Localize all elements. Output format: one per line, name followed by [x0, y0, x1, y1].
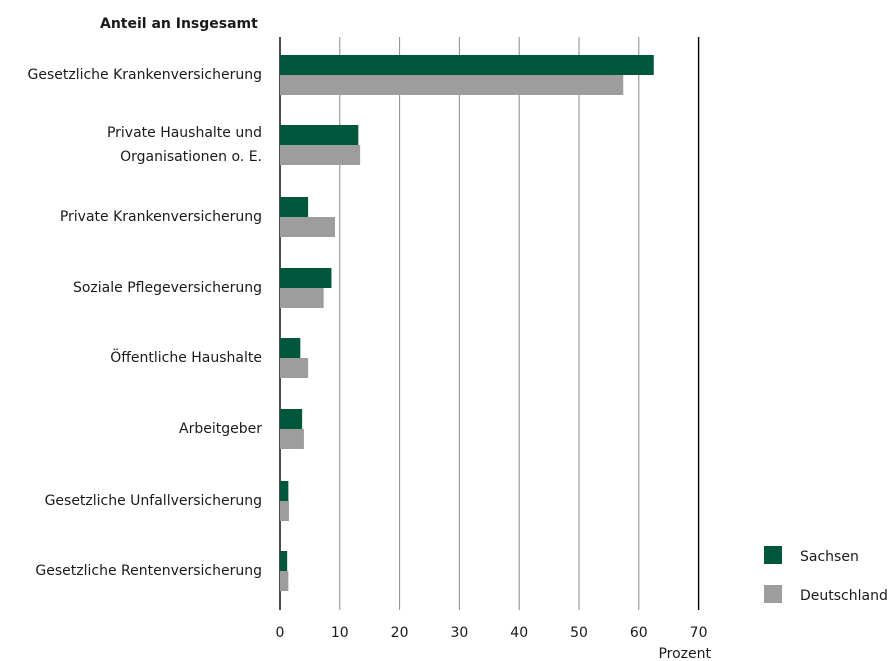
x-tick-label: 40: [510, 625, 528, 641]
bar-deutschland-6: [280, 501, 289, 521]
bar-deutschland-1: [280, 145, 361, 165]
x-tick-label: 20: [391, 625, 409, 641]
category-label: Arbeitgeber: [179, 421, 262, 437]
category-label: Gesetzliche Rentenversicherung: [35, 563, 262, 579]
bar-deutschland-0: [280, 75, 624, 95]
x-tick-label: 30: [450, 625, 468, 641]
x-tick-labels: 0 10 20 30 40 50 60 70: [276, 625, 708, 641]
bar-sachsen-7: [280, 551, 288, 571]
legend-label-sachsen: Sachsen: [800, 549, 859, 565]
bar-sachsen-5: [280, 409, 303, 429]
category-label: Private Haushalte und: [107, 125, 262, 141]
bars: [280, 55, 654, 591]
bar-sachsen-3: [280, 268, 332, 288]
category-label: Private Krankenversicherung: [60, 209, 262, 225]
legend-swatch-deutschland: [764, 585, 782, 603]
bar-sachsen-0: [280, 55, 654, 75]
bar-deutschland-5: [280, 429, 304, 449]
bar-sachsen-4: [280, 338, 301, 358]
bar-sachsen-6: [280, 481, 289, 501]
category-label: Gesetzliche Unfallversicherung: [45, 493, 262, 509]
chart-title: Anteil an Insgesamt: [100, 16, 258, 32]
x-tick-label: 0: [276, 625, 285, 641]
bar-sachsen-1: [280, 125, 359, 145]
legend-label-deutschland: Deutschland: [800, 588, 888, 604]
x-axis-label: Prozent: [658, 646, 711, 661]
bar-sachsen-2: [280, 197, 309, 217]
x-tick-label: 60: [630, 625, 648, 641]
bar-deutschland-2: [280, 217, 336, 237]
category-label: Soziale Pflegeversicherung: [73, 280, 262, 296]
x-tick-label: 50: [570, 625, 588, 641]
category-label: Gesetzliche Krankenversicherung: [27, 67, 262, 83]
grid-lines: [279, 37, 700, 610]
category-label: Organisationen o. E.: [120, 149, 262, 165]
legend-swatch-sachsen: [764, 546, 782, 564]
bar-deutschland-4: [280, 358, 309, 378]
bar-deutschland-3: [280, 288, 324, 308]
category-labels: Gesetzliche Krankenversicherung Private H…: [27, 67, 262, 579]
legend: Sachsen Deutschland: [764, 546, 888, 604]
category-label: Öffentliche Haushalte: [110, 348, 262, 366]
x-tick-label: 70: [690, 625, 708, 641]
bar-deutschland-7: [280, 571, 289, 591]
x-tick-label: 10: [331, 625, 349, 641]
